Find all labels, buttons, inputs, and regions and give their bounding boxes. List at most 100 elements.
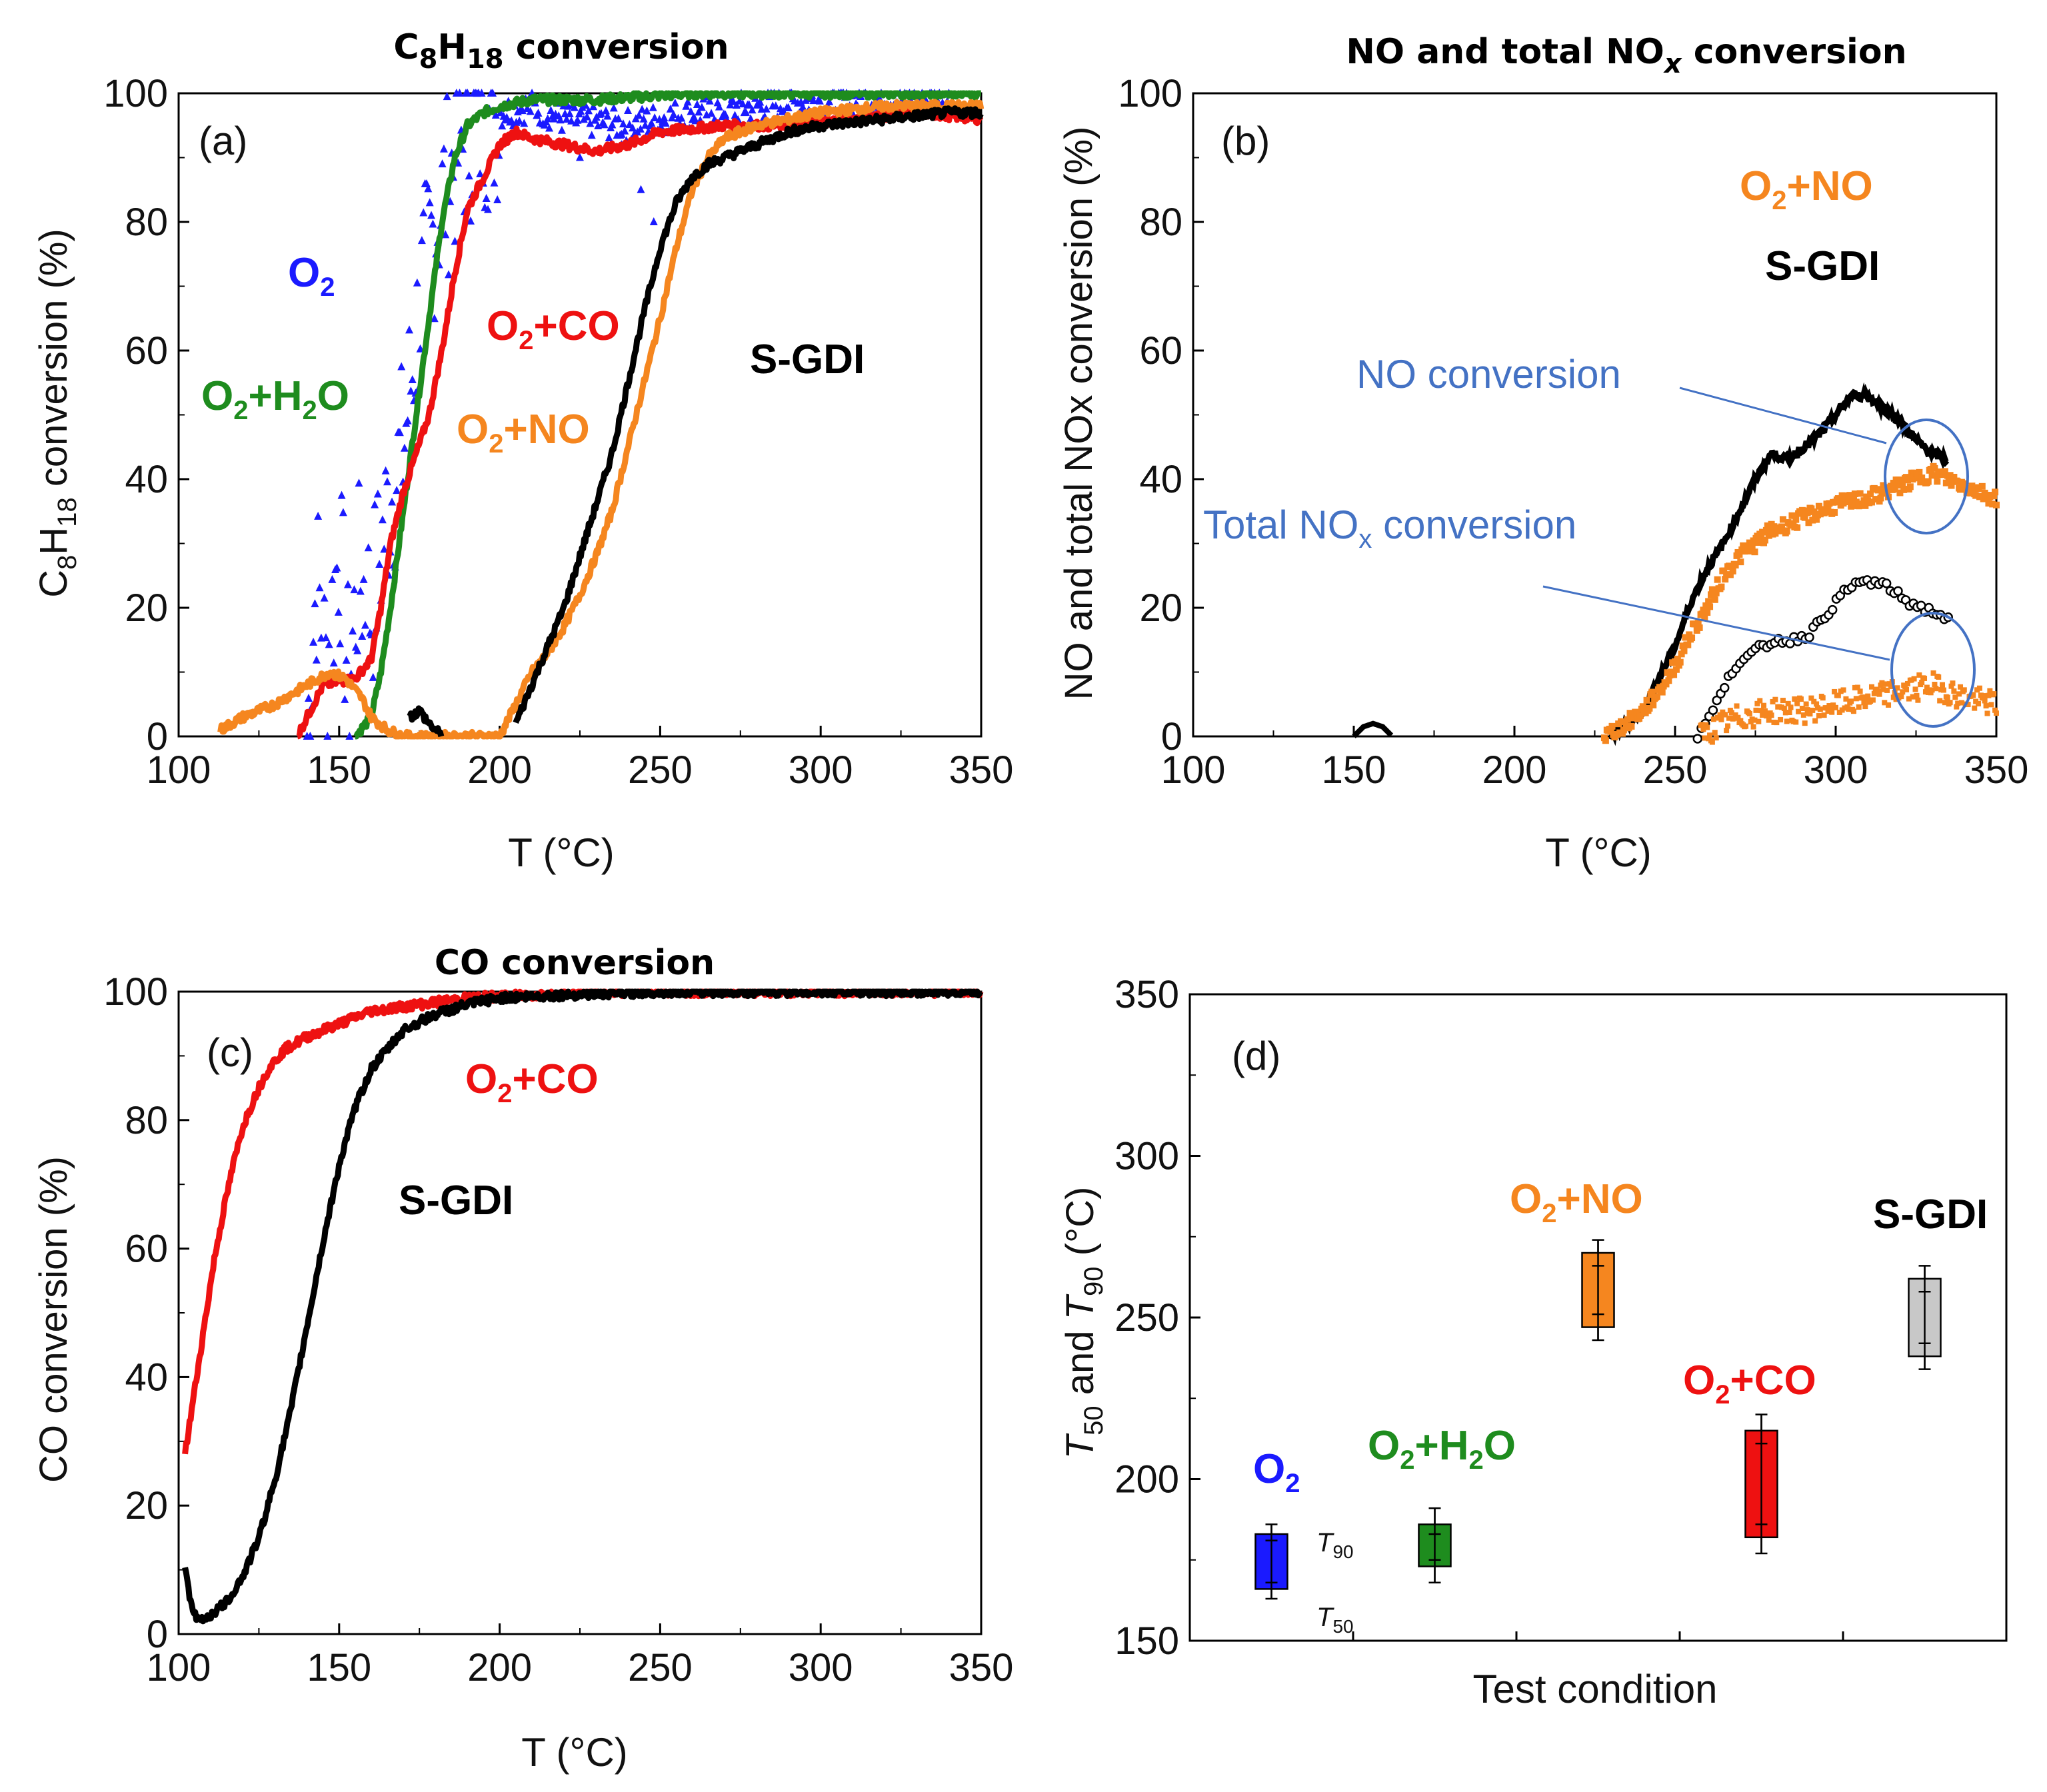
point <box>603 111 612 120</box>
point <box>1654 693 1661 700</box>
point <box>649 103 657 111</box>
point <box>1764 522 1771 529</box>
point <box>1958 700 1964 706</box>
ytick-label-b-60: 60 <box>1139 329 1182 373</box>
point <box>445 270 453 279</box>
plot-area-b: 100 150 200 250 300 350 0 20 40 60 80 100 <box>1118 72 2028 792</box>
point <box>498 121 507 130</box>
point <box>1987 688 1993 694</box>
point <box>695 107 703 116</box>
point <box>1916 672 1922 678</box>
label-o2-h2o: O2+H2O <box>201 373 349 425</box>
point <box>1983 703 1989 709</box>
panel-c: CO conversion CO conversion (%) T (°C) 1… <box>32 943 1013 1775</box>
ytick-label-d-200: 200 <box>1114 1458 1179 1501</box>
point <box>683 97 692 106</box>
point <box>1931 464 1938 472</box>
point <box>1781 706 1787 712</box>
point <box>515 116 524 125</box>
point <box>1608 722 1616 730</box>
point <box>1854 684 1860 690</box>
point <box>1694 620 1702 627</box>
ytick-label-d-300: 300 <box>1114 1135 1179 1178</box>
point <box>1904 680 1910 686</box>
point <box>371 500 379 508</box>
point <box>1861 700 1867 706</box>
point <box>1662 680 1670 688</box>
point <box>661 119 670 127</box>
point <box>1648 688 1656 696</box>
point <box>1807 711 1813 717</box>
point <box>1986 692 1992 698</box>
point <box>341 694 349 703</box>
xtick-label-b-200: 200 <box>1482 748 1547 792</box>
point <box>1720 567 1728 574</box>
point <box>1950 473 1958 480</box>
box-o2-no <box>1581 1239 1615 1342</box>
series-line <box>295 105 984 740</box>
highlight-ellipse-no <box>1884 419 1969 534</box>
point <box>1796 708 1802 714</box>
point <box>1794 700 1800 706</box>
point <box>660 113 669 121</box>
point <box>578 103 587 111</box>
point <box>1877 494 1884 502</box>
annotation-arrow-no <box>1679 387 1887 445</box>
point <box>1880 686 1886 692</box>
point <box>1756 718 1762 724</box>
point <box>556 115 565 124</box>
point <box>1875 688 1881 694</box>
point <box>413 278 421 287</box>
point <box>1785 700 1791 706</box>
point <box>309 637 318 646</box>
point <box>621 126 629 135</box>
label-o2-co: O2+CO <box>487 303 620 355</box>
point <box>1950 680 1956 686</box>
point <box>1912 686 1918 692</box>
point <box>1701 614 1708 622</box>
point <box>570 103 579 111</box>
point <box>1946 472 1954 479</box>
xlabel-b: T (°C) <box>1545 830 1652 875</box>
point <box>1748 542 1756 550</box>
point <box>666 104 675 113</box>
label-t50: T50 <box>1316 1603 1354 1637</box>
point <box>1758 708 1764 714</box>
point <box>1793 719 1799 725</box>
point <box>1798 506 1806 514</box>
point <box>1812 718 1818 724</box>
point <box>323 732 332 740</box>
point <box>1792 516 1800 523</box>
point <box>321 633 330 642</box>
point <box>1860 694 1866 700</box>
ytick-label-a-60: 60 <box>125 329 168 373</box>
highlight-ellipse-nox <box>1890 612 1976 728</box>
point <box>467 216 475 225</box>
label-c-o2-co: O2+CO <box>465 1056 599 1108</box>
point <box>697 103 706 111</box>
point <box>756 97 765 106</box>
point <box>1802 720 1808 726</box>
point <box>1804 707 1810 713</box>
point <box>1762 708 1768 714</box>
ytick-label-b-40: 40 <box>1139 458 1182 501</box>
point <box>520 119 529 127</box>
ytick-label-c-20: 20 <box>125 1484 168 1527</box>
point <box>1850 708 1856 714</box>
point <box>1918 474 1926 482</box>
point <box>490 178 499 187</box>
point <box>732 101 741 109</box>
point <box>518 106 527 115</box>
point <box>503 113 511 121</box>
point <box>489 89 497 97</box>
point <box>669 110 678 119</box>
ylabel-c: CO conversion (%) <box>32 1156 75 1483</box>
point <box>358 632 367 640</box>
point <box>1856 490 1864 497</box>
series-a-o2-h2o <box>353 90 983 740</box>
point <box>550 114 559 123</box>
point <box>1696 624 1703 631</box>
point <box>1779 516 1786 523</box>
point <box>671 98 679 107</box>
point <box>1670 671 1678 678</box>
